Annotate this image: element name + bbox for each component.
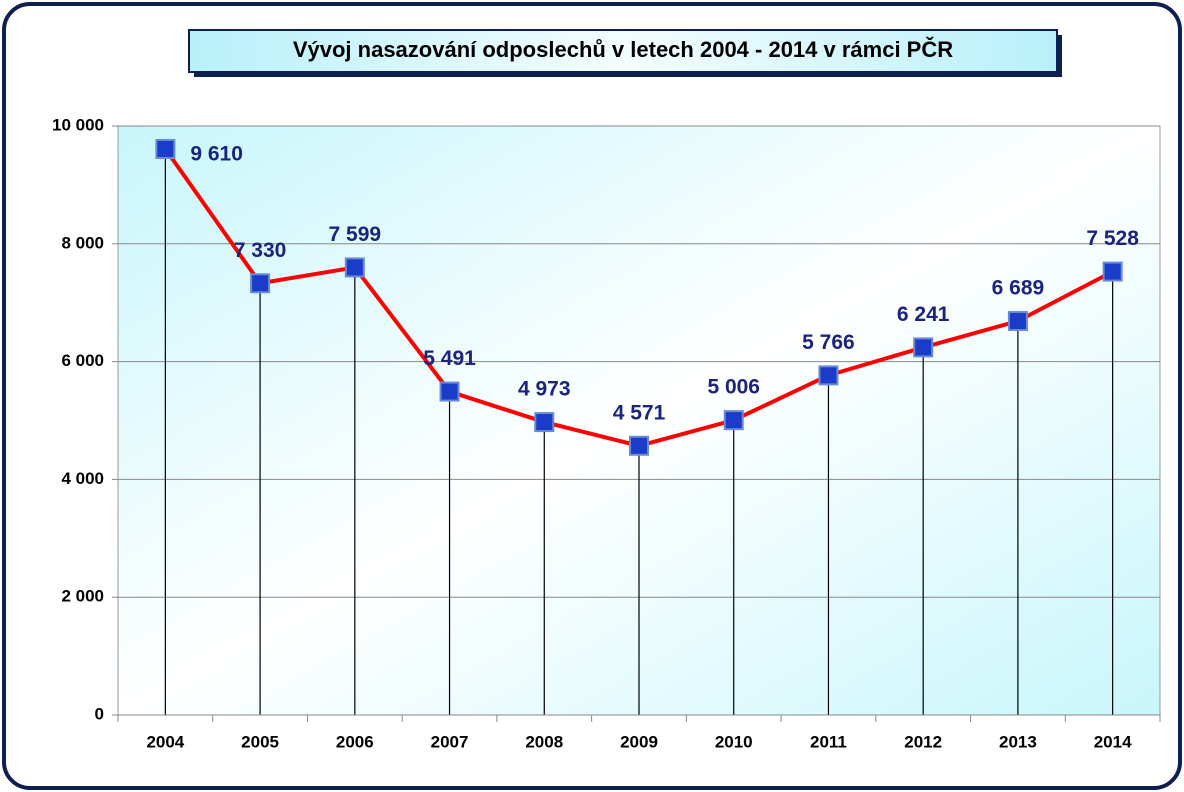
marker (155, 138, 176, 159)
x-tick-label: 2006 (336, 732, 374, 751)
value-label: 4 973 (518, 378, 571, 401)
value-label: 5 766 (802, 331, 855, 354)
y-tick-label: 10 000 (52, 115, 104, 134)
marker (344, 257, 365, 278)
x-tick-label: 2005 (241, 732, 279, 751)
x-tick-label: 2011 (810, 732, 847, 751)
marker (1102, 261, 1123, 282)
y-tick-label: 8 000 (61, 233, 104, 252)
value-label: 6 241 (897, 303, 950, 326)
value-label: 9 610 (190, 143, 243, 166)
x-tick-label: 2007 (431, 732, 469, 751)
value-label: 7 528 (1086, 227, 1139, 250)
x-tick-label: 2014 (1094, 732, 1132, 751)
x-tick-label: 2004 (146, 732, 184, 751)
value-label: 4 571 (613, 401, 666, 424)
chart-title: Vývoj nasazování odposlechů v letech 200… (293, 37, 953, 62)
x-tick-label: 2010 (715, 732, 753, 751)
value-label: 5 006 (707, 376, 760, 399)
x-tick-label: 2009 (620, 732, 658, 751)
y-tick-label: 4 000 (61, 469, 104, 488)
y-tick-label: 2 000 (61, 587, 104, 606)
marker (629, 435, 649, 456)
marker (250, 273, 271, 294)
marker (534, 412, 555, 433)
value-label: 7 330 (234, 239, 287, 262)
y-tick-label: 0 (95, 704, 104, 723)
x-tick-label: 2012 (904, 732, 942, 751)
x-tick-label: 2008 (525, 732, 563, 751)
marker (439, 381, 460, 402)
marker (913, 337, 934, 358)
value-label: 5 491 (423, 347, 476, 370)
y-tick-label: 6 000 (61, 351, 104, 370)
x-tick-label: 2013 (999, 732, 1037, 751)
value-label: 6 689 (992, 277, 1045, 300)
title-box (188, 29, 1058, 73)
marker (818, 365, 839, 386)
value-label: 7 599 (329, 223, 382, 246)
marker (723, 410, 744, 431)
marker (1007, 311, 1028, 332)
